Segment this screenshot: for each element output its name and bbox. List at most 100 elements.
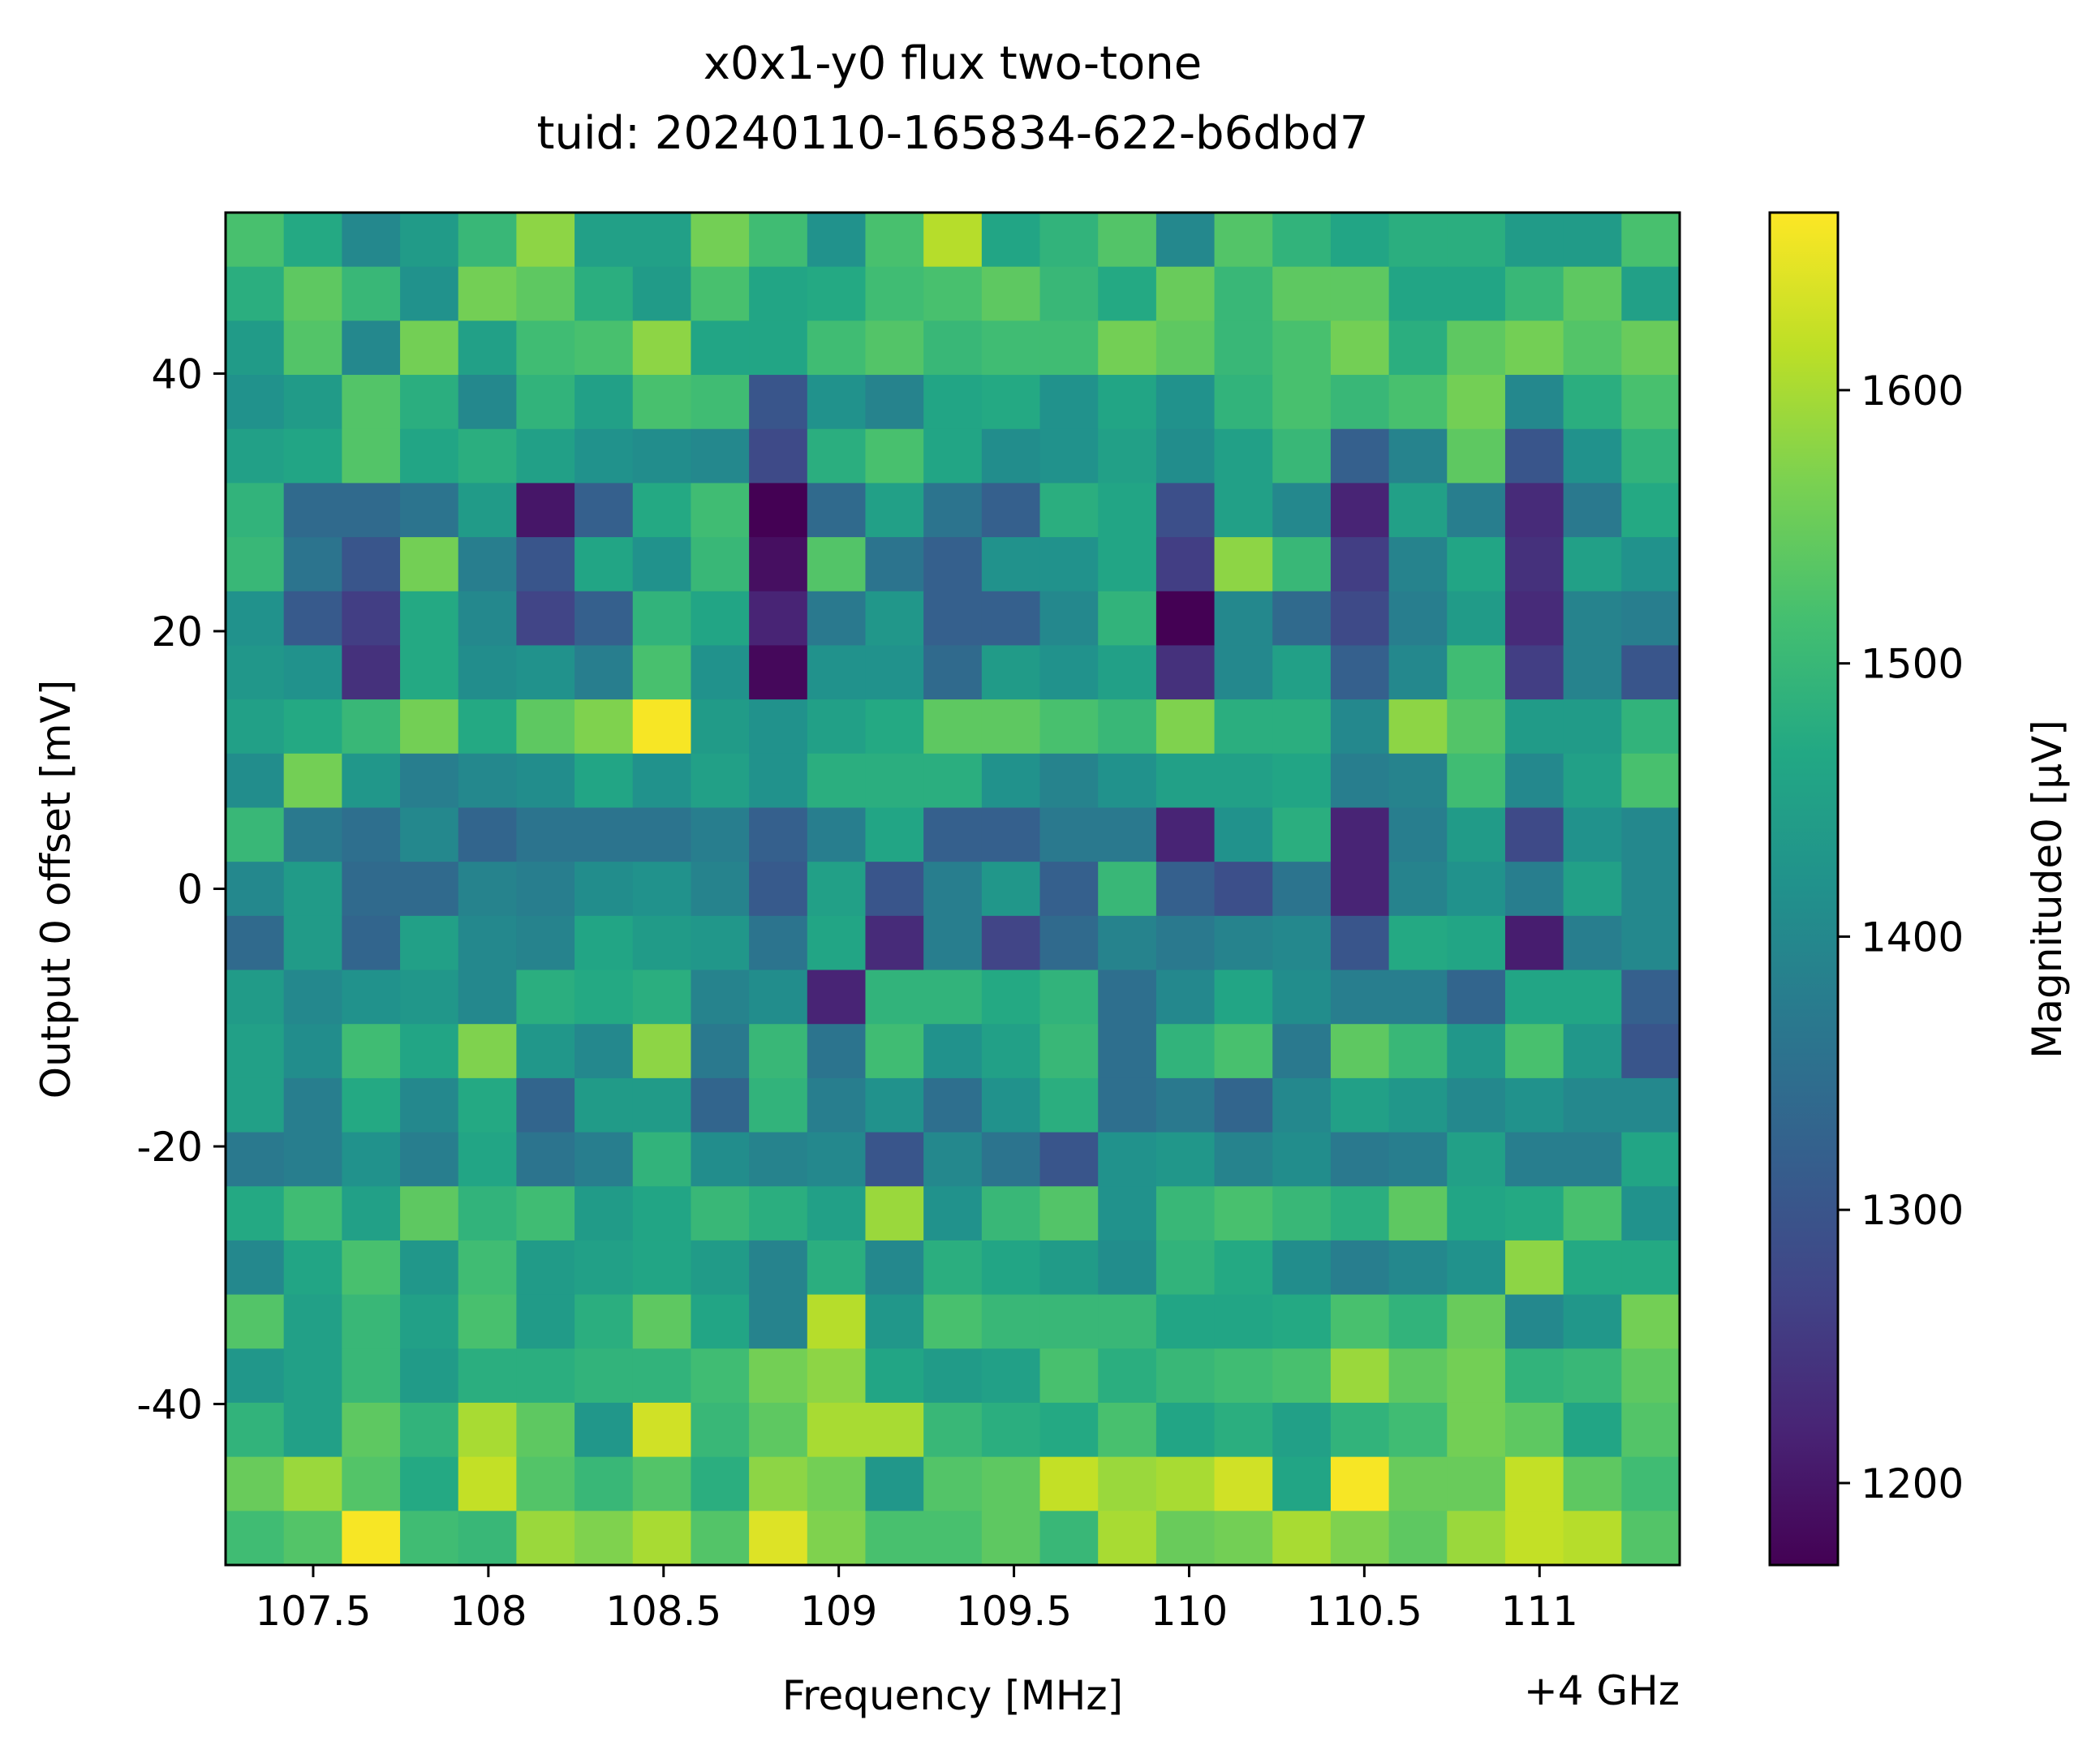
heatmap-cell — [283, 1077, 342, 1133]
heatmap-cell — [632, 1077, 692, 1133]
heatmap-cell — [1504, 915, 1564, 971]
heatmap-cell — [691, 1240, 750, 1296]
heatmap-cell — [865, 1186, 924, 1241]
heatmap-cell — [632, 970, 692, 1025]
heatmap-cell — [1272, 320, 1332, 376]
y-axis: -40 -20 0 20 40 — [136, 350, 226, 1429]
heatmap-cell — [1563, 915, 1622, 971]
heatmap-cell — [923, 915, 983, 971]
heatmap-cell — [1504, 537, 1564, 592]
heatmap-cell — [342, 1402, 401, 1458]
heatmap-cell — [632, 266, 692, 321]
x-tick-label: 109.5 — [956, 1588, 1072, 1635]
heatmap-cell — [749, 266, 808, 321]
heatmap-cell — [1563, 753, 1622, 809]
heatmap-cell — [1330, 320, 1390, 376]
y-tick-label: 20 — [151, 608, 203, 656]
heatmap-cell — [400, 1402, 459, 1458]
heatmap-cell — [226, 1132, 285, 1187]
heatmap-cell — [1214, 1402, 1273, 1458]
heatmap-cell — [1504, 1186, 1564, 1241]
heatmap-cell — [226, 1294, 285, 1349]
heatmap-cell — [1388, 1348, 1448, 1404]
heatmap-cell — [1447, 483, 1506, 538]
heatmap-cell — [749, 1240, 808, 1296]
heatmap-cell — [749, 1077, 808, 1133]
x-tick-label: 110.5 — [1306, 1588, 1422, 1635]
heatmap-cell — [1563, 375, 1622, 430]
heatmap-cell — [632, 1132, 692, 1187]
heatmap-cell — [1388, 1456, 1448, 1511]
heatmap-cell — [400, 1456, 459, 1511]
heatmap-cell — [400, 645, 459, 700]
heatmap-cell — [226, 915, 285, 971]
heatmap-cells — [226, 213, 1680, 1566]
heatmap-cell — [1272, 807, 1332, 862]
heatmap-cell — [923, 266, 983, 321]
heatmap-cell — [923, 1077, 983, 1133]
heatmap-cell — [574, 428, 634, 484]
heatmap-cell — [1504, 320, 1564, 376]
heatmap-cell — [1330, 1456, 1390, 1511]
heatmap-cell — [981, 1024, 1041, 1079]
heatmap-cell — [1272, 1456, 1332, 1511]
heatmap-cell — [1504, 428, 1564, 484]
heatmap-cell — [1563, 1132, 1622, 1187]
heatmap-cell — [516, 645, 575, 700]
heatmap-cell — [1330, 862, 1390, 917]
heatmap-cell — [1621, 1132, 1680, 1187]
heatmap-cell — [283, 915, 342, 971]
heatmap-cell — [400, 1077, 459, 1133]
heatmap-cell — [923, 699, 983, 755]
heatmap-cell — [1098, 591, 1157, 647]
heatmap-cell — [1272, 266, 1332, 321]
heatmap-cell — [342, 320, 401, 376]
heatmap-cell — [1098, 753, 1157, 809]
heatmap-cell — [1214, 428, 1273, 484]
heatmap-cell — [226, 699, 285, 755]
heatmap-cell — [1447, 1294, 1506, 1349]
heatmap-cell — [1330, 699, 1390, 755]
heatmap-cell — [1039, 1024, 1099, 1079]
heatmap-cell — [1155, 807, 1216, 862]
heatmap-cell — [516, 699, 575, 755]
heatmap-cell — [1447, 915, 1506, 971]
heatmap-cell — [283, 1294, 342, 1349]
heatmap-cell — [691, 1348, 750, 1404]
heatmap-cell — [283, 862, 342, 917]
heatmap-cell — [1563, 1511, 1622, 1566]
heatmap-cell — [749, 645, 808, 700]
heatmap-cell — [1039, 753, 1099, 809]
heatmap-cell — [1504, 807, 1564, 862]
heatmap-cell — [342, 645, 401, 700]
heatmap-cell — [458, 1132, 517, 1187]
heatmap-cell — [865, 1511, 924, 1566]
heatmap-cell — [400, 1511, 459, 1566]
heatmap-cell — [1388, 1402, 1448, 1458]
heatmap-cell — [516, 1132, 575, 1187]
heatmap-cell — [342, 915, 401, 971]
heatmap-cell — [1621, 375, 1680, 430]
x-tick-label: 110 — [1151, 1588, 1228, 1635]
heatmap-cell — [458, 591, 517, 647]
heatmap-cell — [226, 1511, 285, 1566]
heatmap-cell — [865, 428, 924, 484]
heatmap-cell — [516, 375, 575, 430]
heatmap-cell — [1563, 428, 1622, 484]
heatmap-cell — [632, 1348, 692, 1404]
heatmap-cell — [749, 1511, 808, 1566]
colorbar-tick-label: 1600 — [1861, 368, 1964, 415]
heatmap-cell — [1504, 1132, 1564, 1187]
heatmap-cell — [1039, 915, 1099, 971]
heatmap-cell — [1621, 1348, 1680, 1404]
heatmap-cell — [807, 1024, 867, 1079]
heatmap-cell — [1214, 1240, 1273, 1296]
heatmap-cell — [1330, 645, 1390, 700]
heatmap-cell — [1621, 1456, 1680, 1511]
heatmap-cell — [1388, 320, 1448, 376]
heatmap-cell — [691, 1077, 750, 1133]
heatmap-cell — [226, 862, 285, 917]
heatmap-cell — [283, 483, 342, 538]
heatmap-cell — [632, 753, 692, 809]
